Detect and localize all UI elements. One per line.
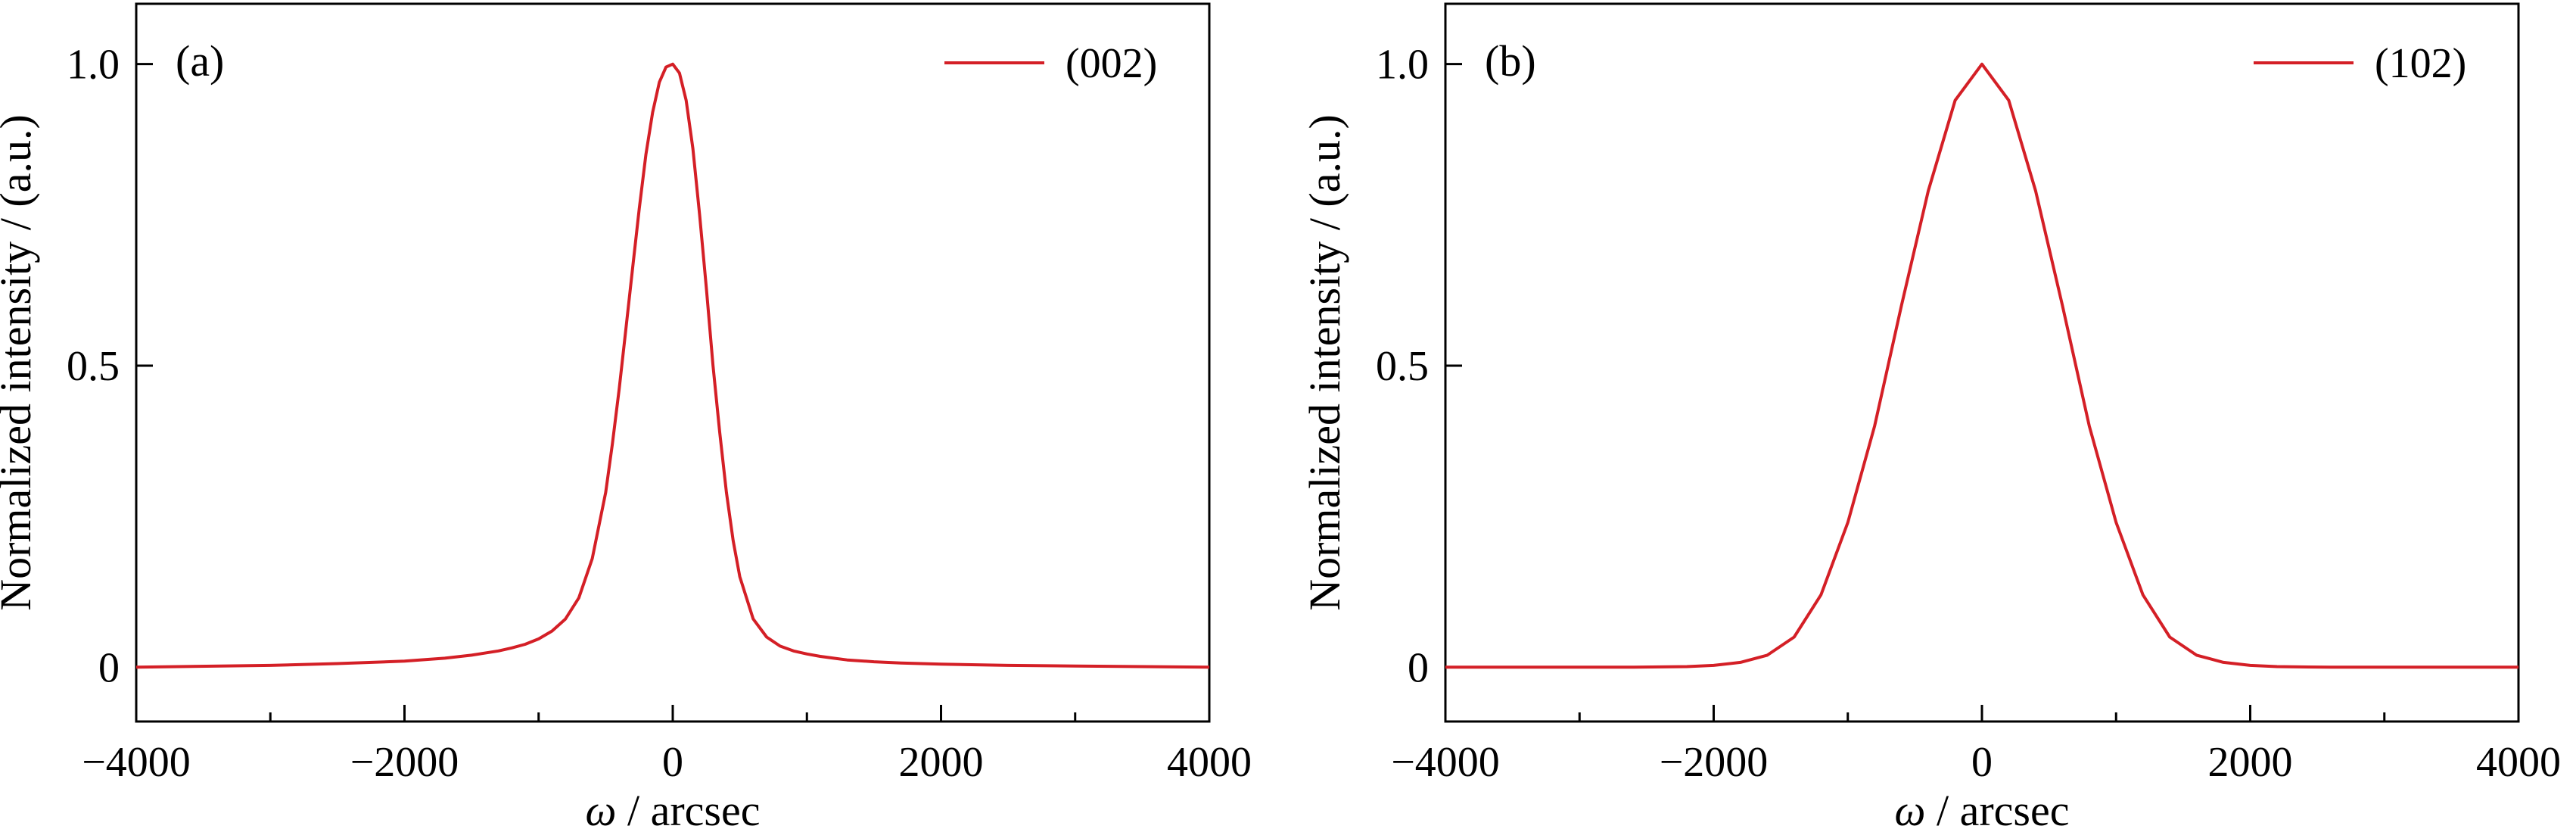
panel-label: (b)	[1485, 36, 1536, 86]
x-tick-label: −4000	[82, 739, 191, 786]
y-tick-label: 1.0	[67, 42, 120, 89]
x-axis-unit: / arcsec	[616, 786, 760, 829]
x-axis-symbol: ω	[586, 786, 617, 829]
series-line	[1445, 62, 2518, 669]
x-tick-label: 0	[1971, 739, 1993, 786]
y-tick-label: 0.5	[67, 343, 120, 390]
legend-label: (102)	[2375, 40, 2466, 87]
y-tick-label: 0	[98, 644, 120, 691]
panel-label: (a)	[176, 36, 224, 86]
x-axis-unit: / arcsec	[1925, 786, 2069, 829]
y-axis-title: Normalized intensity / (a.u.)	[1300, 114, 1349, 611]
x-tick-label: 4000	[1167, 739, 1252, 786]
series-line	[135, 62, 1210, 669]
legend-label: (002)	[1066, 40, 1157, 87]
x-tick-label: −4000	[1391, 739, 1500, 786]
x-axis-title: ω / arcsec	[586, 786, 761, 829]
y-tick-label: 0	[1408, 644, 1429, 691]
plot-frame	[135, 2, 1211, 723]
x-tick-label: 2000	[2208, 739, 2293, 786]
x-tick-label: 2000	[899, 739, 984, 786]
plot-frame	[1444, 2, 2520, 723]
y-tick-label: 0.5	[1376, 343, 1429, 390]
chart-panel-b: −4000 −2000 0 2000 4000 0 0.5 1.0 ω / arcsec Norm…	[1300, 2, 2561, 829]
chart-panel-a: −4000 −2000 0 2000 4000 0 0.5 1.0 ω / arcsec Norm…	[0, 2, 1252, 829]
y-axis-title: Normalized intensity / (a.u.)	[0, 114, 40, 611]
x-axis-symbol: ω	[1895, 786, 1926, 829]
x-tick-label: −2000	[1660, 739, 1769, 786]
y-tick-label: 1.0	[1376, 42, 1429, 89]
x-tick-label: 0	[662, 739, 683, 786]
x-tick-label: −2000	[350, 739, 459, 786]
x-axis-title: ω / arcsec	[1895, 786, 2070, 829]
x-tick-label: 4000	[2476, 739, 2561, 786]
